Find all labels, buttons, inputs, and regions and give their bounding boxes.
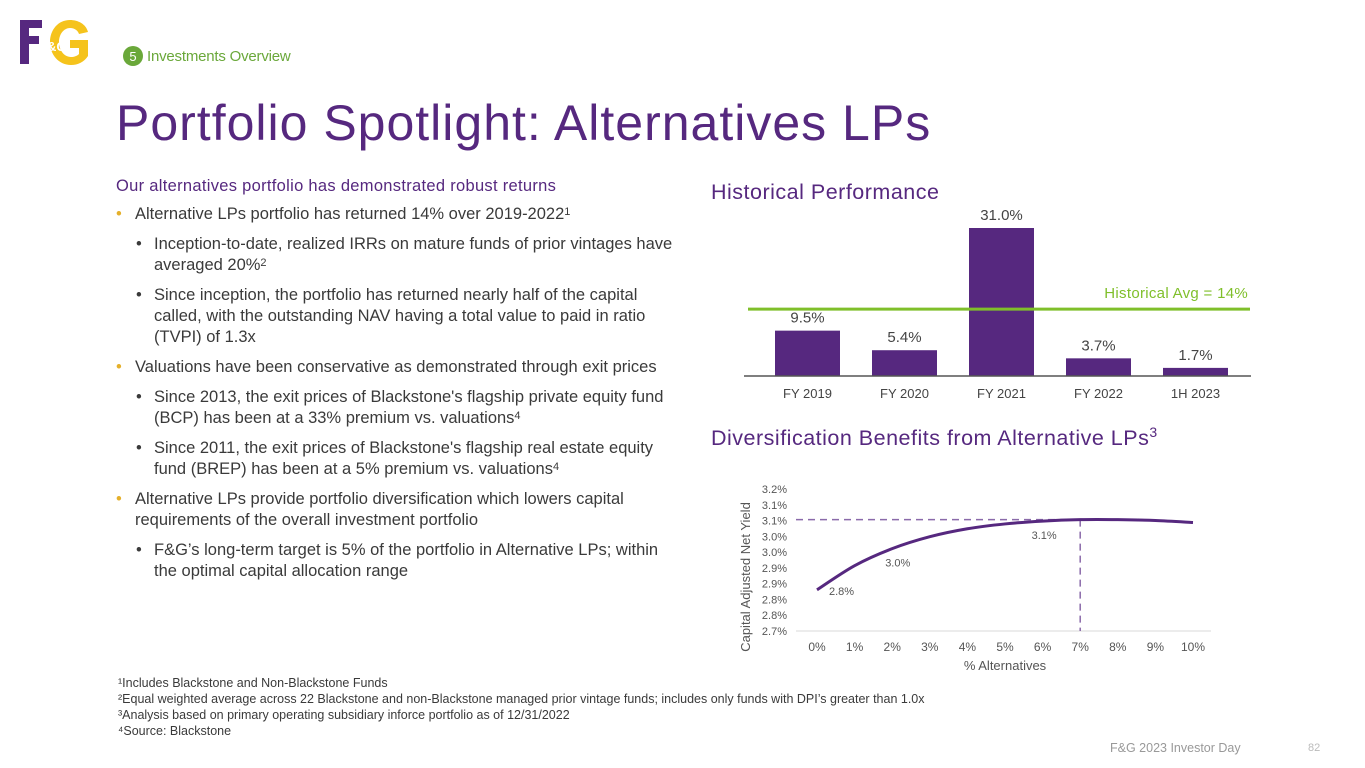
- footnote-3: ³Analysis based on primary operating sub…: [118, 708, 570, 722]
- x-tick-label: 7%: [1072, 640, 1090, 654]
- footnotes: ¹Includes Blackstone and Non-Blackstone …: [118, 675, 925, 739]
- data-point-label: 3.1%: [1032, 530, 1057, 542]
- x-tick-label: 8%: [1109, 640, 1127, 654]
- diversification-chart: 3.2% 3.1% 3.1% 3.0% 3.0% 2.9% 2.9% 2.8% 2.8% 2.7%…: [738, 484, 1211, 673]
- bar-value-label: 31.0%: [980, 207, 1023, 224]
- x-tick-label: 1%: [846, 640, 864, 654]
- sub-bullet-item: Inception-to-date, realized IRRs on matu…: [116, 234, 676, 276]
- x-tick-label: FY 2019: [783, 386, 832, 401]
- y-tick-label: 2.8%: [762, 594, 787, 606]
- x-tick-label: FY 2021: [977, 386, 1026, 401]
- y-tick-label: 2.7%: [762, 626, 787, 638]
- section-label: Investments Overview: [147, 47, 291, 65]
- page-title: Portfolio Spotlight: Alternatives LPs: [116, 95, 932, 151]
- x-tick-label: 1H 2023: [1171, 386, 1220, 401]
- footer-event: F&G 2023 Investor Day: [1110, 741, 1241, 755]
- y-tick-label: 2.8%: [762, 610, 787, 622]
- section-tag: 5 Investments Overview: [123, 46, 291, 66]
- logo-g-shape: [50, 20, 88, 65]
- y-tick-label: 3.2%: [762, 484, 787, 496]
- bullet-list: Alternative LPs portfolio has returned 1…: [116, 204, 676, 582]
- y-tick-label: 3.1%: [762, 516, 787, 528]
- bullet-item: Alternative LPs portfolio has returned 1…: [116, 204, 676, 225]
- bar-value-label: 9.5%: [790, 310, 824, 327]
- sub-bullet-item: F&G’s long-term target is 5% of the port…: [116, 540, 676, 582]
- y-tick-label: 3.1%: [762, 500, 787, 512]
- page-number: 82: [1308, 742, 1321, 754]
- bar-value-label: 3.7%: [1081, 337, 1115, 354]
- bar: [872, 350, 937, 376]
- y-tick-label: 3.0%: [762, 531, 787, 543]
- bar: [1163, 367, 1228, 376]
- logo-f-shape: [20, 20, 42, 64]
- x-tick-label: 0%: [808, 640, 826, 654]
- x-tick-label: 10%: [1181, 640, 1205, 654]
- historical-performance-chart: 9.5% FY 2019 5.4% FY 2020 31.0% FY 2021 3.7% FY…: [744, 207, 1251, 401]
- x-tick-label: FY 2022: [1074, 386, 1123, 401]
- logo-text: F&G: [39, 39, 66, 54]
- x-tick-label: 9%: [1147, 640, 1165, 654]
- x-tick-label: 3%: [921, 640, 939, 654]
- x-axis-title: % Alternatives: [964, 658, 1047, 673]
- bar: [969, 228, 1034, 376]
- bar: [1066, 358, 1131, 376]
- bar-value-label: 5.4%: [887, 329, 921, 346]
- left-heading: Our alternatives portfolio has demonstra…: [116, 177, 557, 195]
- left-column: Our alternatives portfolio has demonstra…: [116, 177, 676, 591]
- section-number: 5: [123, 46, 143, 66]
- footnote-1: ¹Includes Blackstone and Non-Blackstone …: [118, 676, 388, 690]
- sub-bullet-item: Since inception, the portfolio has retur…: [116, 285, 676, 348]
- sub-bullet-item: Since 2011, the exit prices of Blackston…: [116, 438, 676, 480]
- y-axis-title: Capital Adjusted Net Yield: [738, 502, 753, 652]
- x-tick-label: 6%: [1034, 640, 1052, 654]
- y-tick-label: 2.9%: [762, 579, 787, 591]
- footnote-4: ⁴Source: Blackstone: [118, 724, 232, 738]
- data-point-label: 2.8%: [829, 586, 854, 598]
- diversification-title: Diversification Benefits from Alternativ…: [711, 424, 1158, 450]
- bullet-item: Valuations have been conservative as dem…: [116, 357, 676, 378]
- x-tick-label: 5%: [996, 640, 1014, 654]
- bar-value-label: 1.7%: [1178, 347, 1212, 364]
- bullet-item: Alternative LPs provide portfolio divers…: [116, 489, 676, 531]
- historical-average-label: Historical Avg = 14%: [1104, 285, 1248, 302]
- footnote-2: ²Equal weighted average across 22 Blacks…: [118, 692, 925, 706]
- bar: [775, 330, 840, 376]
- data-point-label: 3.0%: [885, 558, 910, 570]
- y-tick-label: 3.0%: [762, 547, 787, 559]
- fg-logo: F&G: [20, 18, 90, 68]
- sub-bullet-item: Since 2013, the exit prices of Blackston…: [116, 387, 676, 429]
- x-tick-label: 4%: [959, 640, 977, 654]
- x-tick-label: FY 2020: [880, 386, 929, 401]
- yield-curve-line: [816, 518, 1194, 592]
- historical-performance-title: Historical Performance: [711, 180, 940, 204]
- y-tick-label: 2.9%: [762, 563, 787, 575]
- x-tick-label: 2%: [884, 640, 902, 654]
